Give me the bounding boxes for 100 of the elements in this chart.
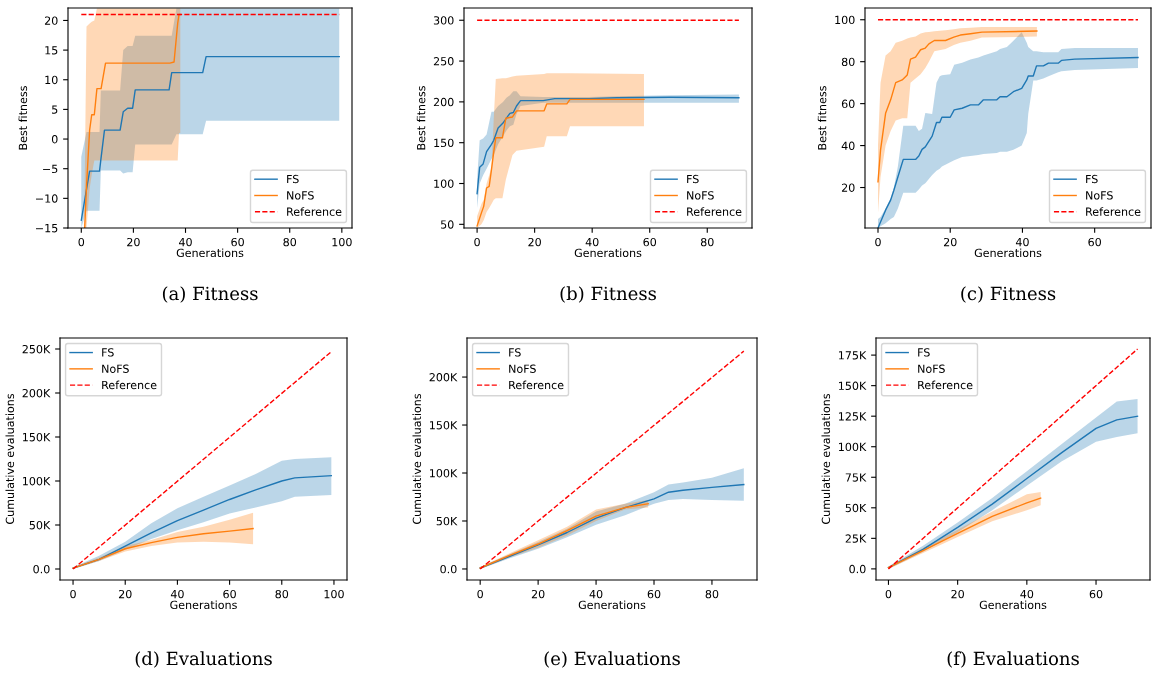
y-tick-label: 150K [430, 421, 458, 430]
legend-label: Reference [509, 380, 564, 390]
y-tick-label: 60 [841, 99, 855, 109]
legend-label: NoFS [287, 191, 314, 200]
x-tick-label: 0 [477, 589, 483, 599]
text: (b) Fitness [560, 286, 656, 303]
x-tick-label: 60 [1088, 237, 1101, 247]
text: (c) Fitness [961, 286, 1056, 303]
x-tick-label: 40 [1015, 237, 1029, 247]
y-tick-label: 250 [433, 57, 454, 66]
legend-label: NoFS [509, 364, 536, 373]
legend-label: Reference [687, 207, 742, 216]
text: (f) Evaluations [947, 651, 1079, 668]
y-tick-label: 50 [441, 220, 454, 229]
legend-label: Reference [1086, 207, 1141, 216]
legend-label: FS [102, 348, 114, 357]
x-tick-label: 40 [585, 237, 599, 247]
x-axis-title: Generations [974, 248, 1042, 258]
y-tick-label: 0.0 [849, 564, 866, 574]
y-tick-label: 250K [22, 344, 51, 354]
y-tick-label: 200K [429, 373, 458, 382]
legend-label: NoFS [102, 364, 129, 373]
x-axis-title: Generations [170, 600, 237, 610]
legend-label: Reference [918, 380, 973, 390]
x-tick-label: 60 [231, 237, 244, 247]
y-tick-label: 100 [835, 15, 855, 25]
x-tick-label: 60 [643, 237, 657, 247]
x-tick-label: 40 [1020, 589, 1034, 599]
legend-label: Reference [102, 380, 157, 390]
y-tick-label: −5 [43, 164, 58, 174]
y-tick-label: 40 [841, 141, 855, 150]
y-axis-title: Best fitness [416, 86, 426, 150]
y-tick-label: 0 [51, 135, 58, 144]
y-axis-title: Cumulative evaluations [412, 393, 422, 524]
legend-label: FS [918, 348, 930, 357]
x-axis-title: Generations [176, 248, 244, 258]
x-tick-label: 40 [170, 589, 184, 599]
x-tick-label: 0 [70, 589, 76, 599]
y-tick-label: 100K [430, 468, 458, 478]
x-tick-label: 60 [1089, 589, 1103, 599]
x-axis-title: Generations [574, 248, 642, 258]
y-tick-label: −10 [36, 194, 58, 203]
legend-label: FS [509, 348, 521, 357]
y-tick-label: 150K [23, 432, 51, 442]
x-tick-label: 20 [127, 237, 140, 247]
y-tick-label: −15 [36, 224, 58, 233]
legend-label: FS [1086, 174, 1098, 184]
x-tick-label: 20 [531, 589, 545, 599]
line-series [80, 55, 340, 221]
y-tick-label: 150K [839, 381, 867, 391]
x-tick-label: 100 [324, 589, 344, 599]
y-tick-label: 300 [433, 16, 454, 25]
y-tick-label: 5 [52, 105, 58, 114]
x-tick-label: 100 [332, 237, 352, 247]
x-tick-label: 0 [875, 237, 881, 247]
y-tick-label: 50K [845, 503, 867, 513]
line-series [476, 98, 645, 227]
x-tick-label: 0 [474, 237, 480, 247]
y-tick-label: 200K [22, 388, 51, 398]
y-tick-label: 25K [845, 534, 867, 543]
y-tick-label: 175K [839, 351, 867, 360]
x-axis-title: Generations [578, 600, 646, 610]
x-tick-label: 80 [275, 589, 289, 599]
x-tick-label: 20 [528, 237, 541, 247]
legend-label: NoFS [687, 191, 714, 200]
text: (e) Evaluations [544, 651, 680, 668]
x-tick-label: 20 [943, 237, 957, 247]
text: (a) Fitness [162, 286, 258, 303]
legend-label: FS [687, 174, 699, 184]
x-tick-label: 80 [705, 589, 719, 599]
y-tick-label: 20 [841, 183, 855, 192]
x-axis-title: Generations [979, 600, 1047, 610]
legend-label: FS [287, 174, 299, 184]
y-tick-label: 80 [841, 57, 855, 67]
y-tick-label: 15 [45, 46, 58, 55]
x-tick-label: 80 [283, 237, 297, 247]
y-tick-label: 100 [434, 179, 454, 188]
x-tick-label: 20 [951, 589, 964, 599]
x-tick-label: 80 [700, 237, 714, 247]
y-tick-label: 100K [23, 476, 51, 486]
y-tick-label: 20 [44, 16, 58, 25]
x-tick-label: 0 [78, 237, 85, 247]
y-axis-title: Cumulative evaluations [821, 393, 831, 524]
line-series [877, 30, 1038, 183]
x-tick-label: 0 [885, 589, 892, 599]
x-tick-label: 60 [223, 589, 236, 599]
y-tick-label: 50K [436, 516, 458, 526]
y-axis-title: Cumulative evaluations [5, 393, 15, 524]
legend-label: NoFS [1086, 191, 1113, 200]
line-series [72, 527, 254, 569]
y-tick-label: 100K [839, 442, 867, 452]
y-tick-label: 150 [434, 138, 454, 148]
y-axis-title: Best fitness [18, 86, 28, 150]
y-tick-label: 0.0 [33, 564, 50, 574]
y-tick-label: 75K [845, 473, 867, 482]
x-tick-label: 20 [118, 589, 132, 599]
y-tick-label: 0.0 [440, 564, 457, 574]
text: (d) Evaluations [135, 651, 272, 668]
legend-label: Reference [287, 207, 342, 216]
legend-label: NoFS [918, 364, 945, 373]
